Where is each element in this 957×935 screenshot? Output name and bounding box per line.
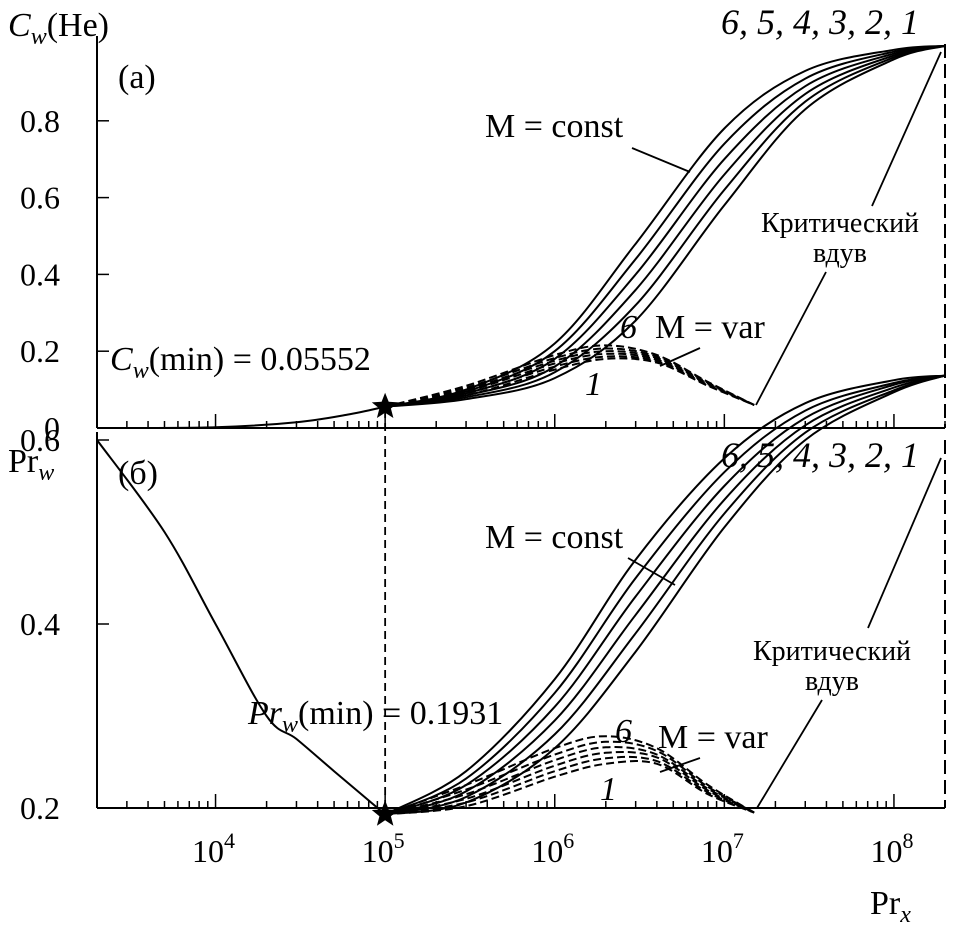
const-series-label: M = const <box>485 519 624 556</box>
y-tick-label: 0.2 <box>20 790 60 826</box>
y-axis-label: Cw(He) <box>8 7 109 50</box>
y-axis-label-main: C <box>8 7 31 44</box>
var-series-leader <box>659 757 701 773</box>
min-value-label: Cw(min) = 0.05552 <box>110 341 371 384</box>
panel-label: (б) <box>118 455 158 492</box>
min-value-label-main: C <box>110 341 133 378</box>
const-series-5-line <box>384 374 946 816</box>
critical-injection-leader-bottom <box>755 271 827 406</box>
critical-injection-label-line2: вдув <box>805 666 859 697</box>
const-series-1-line <box>384 374 946 816</box>
y-tick-label: 0 <box>44 410 60 446</box>
x-tick-label: 106 <box>531 828 574 869</box>
const-series-2-line <box>384 44 946 408</box>
const-series-label: M = const <box>485 108 624 145</box>
var-series-6-line <box>384 735 755 816</box>
x-tick-label-base: 10 <box>701 833 733 869</box>
y-tick-label: 0.4 <box>20 256 60 292</box>
y-tick-label: 0.6 <box>20 422 60 458</box>
min-value-label-suffix: (min) = 0.05552 <box>149 341 371 378</box>
x-tick-label-exponent: 8 <box>902 828 913 853</box>
const-series-4-line <box>384 374 946 816</box>
min-point-star <box>371 800 399 826</box>
critical-injection-leader-bottom <box>756 699 823 809</box>
y-axis-label-sub: w <box>31 24 47 50</box>
x-tick-label-exponent: 7 <box>733 828 744 853</box>
x-axis-label-main: Pr <box>870 885 901 922</box>
const-series-6-line <box>384 374 946 816</box>
x-tick-label-base: 10 <box>362 833 394 869</box>
const-series-leader <box>631 147 691 173</box>
x-axis-label: Prx <box>870 885 911 928</box>
curve-order-label: 6, 5, 4, 3, 2, 1 <box>721 435 919 475</box>
x-axis-label-sub: x <box>899 902 911 928</box>
const-series-3-line <box>384 374 946 816</box>
y-tick-label: 0.8 <box>20 103 60 139</box>
min-point-star <box>371 392 399 418</box>
y-tick-label: 0.4 <box>20 606 60 642</box>
critical-injection-leader-top <box>871 51 942 207</box>
base-curve <box>96 405 386 429</box>
y-axis-label-main: Pr <box>8 443 39 480</box>
x-tick-label: 105 <box>362 828 405 869</box>
var-series-label: M = var <box>655 309 765 346</box>
var-series-label: M = var <box>658 719 768 756</box>
var-series-2-line <box>384 755 755 816</box>
panel-a: 00.20.40.60.8Cw(He)(a)Cw(min) = 0.055526… <box>8 2 946 446</box>
x-tick-label-exponent: 4 <box>224 828 235 853</box>
const-series-4-line <box>384 44 946 408</box>
var-series-top-number: 6 <box>615 713 632 750</box>
const-series-leader <box>627 557 676 586</box>
min-value-label-main: Pr <box>247 695 283 732</box>
const-series-1-line <box>385 44 946 408</box>
const-series-3-line <box>384 44 946 408</box>
x-tick-label-base: 10 <box>870 833 902 869</box>
var-series-top-number: 6 <box>620 309 637 346</box>
x-tick-label: 108 <box>870 828 913 869</box>
min-value-label-sub: w <box>282 712 298 738</box>
curve-order-label: 6, 5, 4, 3, 2, 1 <box>721 2 919 42</box>
base-curve <box>96 439 386 816</box>
var-series-4-line <box>384 350 755 408</box>
var-series-leader <box>659 347 701 367</box>
x-tick-label-exponent: 5 <box>394 828 405 853</box>
min-value-label-sub: w <box>133 358 149 384</box>
critical-injection-label-line1: Критический <box>761 208 919 239</box>
var-series-1-line <box>385 760 755 816</box>
y-axis-label-suffix: (He) <box>47 7 109 44</box>
var-series-1-line <box>384 357 755 408</box>
min-value-label: Prw(min) = 0.1931 <box>247 695 503 738</box>
x-tick-label: 104 <box>192 828 235 869</box>
x-tick-label-base: 10 <box>531 833 563 869</box>
var-series-bottom-number: 1 <box>585 366 602 403</box>
var-series-bottom-number: 1 <box>600 771 617 808</box>
y-axis-label: Prw <box>8 443 54 486</box>
var-series-3-line <box>384 352 755 408</box>
x-tick-label-exponent: 6 <box>563 828 574 853</box>
y-tick-label: 0.2 <box>20 333 60 369</box>
critical-injection-label-line1: Критический <box>753 636 911 667</box>
var-series-2-line <box>384 355 755 408</box>
x-tick-label: 107 <box>701 828 744 869</box>
x-tick-label-base: 10 <box>192 833 224 869</box>
y-axis-label-sub: w <box>38 460 54 486</box>
y-tick-label: 0.6 <box>20 180 60 216</box>
critical-injection-leader-top <box>867 457 942 629</box>
critical-injection-label-line2: вдув <box>813 238 867 269</box>
var-series-3-line <box>384 750 755 816</box>
panel-label: (a) <box>118 59 156 96</box>
min-value-label-suffix: (min) = 0.1931 <box>298 695 503 732</box>
